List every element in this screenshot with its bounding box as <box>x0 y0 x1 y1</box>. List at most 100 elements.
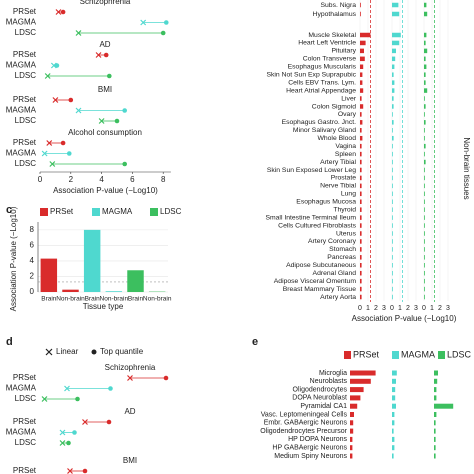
legend-label: LDSC <box>447 349 472 359</box>
bar <box>350 420 354 426</box>
y-tick-label: 2 <box>30 272 35 281</box>
bar <box>360 215 362 220</box>
bar <box>392 135 394 141</box>
row-label: Thyroid <box>333 206 356 213</box>
bar <box>392 395 396 401</box>
bar <box>392 270 393 276</box>
row-label: MAGMA <box>6 428 37 437</box>
bar <box>360 247 362 252</box>
bar <box>392 412 395 417</box>
row-label: Minor Salivary Gland <box>293 127 356 134</box>
row-label: DOPA Neuroblast <box>292 395 347 402</box>
row-label: Lung <box>341 191 356 198</box>
bar <box>424 278 425 284</box>
legend-label: MAGMA <box>401 349 435 359</box>
bar <box>127 270 144 292</box>
y-tick-label: 0 <box>30 287 35 296</box>
legend-label: Top quantile <box>100 347 144 356</box>
bar <box>424 2 427 8</box>
y-tick-label: 4 <box>30 256 35 265</box>
top-point <box>163 375 169 381</box>
linear-point <box>140 19 147 26</box>
bar <box>360 223 362 228</box>
top-point <box>108 386 113 391</box>
row-label: PRSet <box>13 373 37 382</box>
legend-swatch <box>40 208 48 216</box>
bar <box>350 370 376 376</box>
legend-marker <box>91 349 97 355</box>
x-tick-label: 6 <box>130 175 135 184</box>
bar <box>392 436 395 442</box>
linear-point <box>75 30 82 36</box>
group-label: BMI <box>98 85 112 94</box>
x-tick-label: 8 <box>161 175 166 184</box>
row-label: Skin Not Sun Exp Suprapubic <box>266 71 356 78</box>
x-tick-label: Brain <box>128 296 144 303</box>
row-label: Heart Left Ventricle <box>298 40 356 47</box>
linear-point <box>59 440 66 446</box>
row-label: Adipose Subcutaneous <box>286 262 357 269</box>
x-tick-label: 2 <box>406 305 410 312</box>
row-label: Adrenal Gland <box>313 270 357 277</box>
bar <box>392 428 394 434</box>
row-label: Cells Cultured Fibroblasts <box>278 222 356 229</box>
bar <box>424 64 427 70</box>
row-label: Subs. Nigra <box>320 2 356 9</box>
top-point <box>114 118 120 124</box>
bar <box>392 96 394 101</box>
group-label: Alcohol consumption <box>68 128 142 137</box>
row-label: MAGMA <box>6 106 37 115</box>
bar <box>360 239 362 244</box>
legend-swatch <box>392 351 399 359</box>
x-tick-label: Non-brain <box>100 296 129 303</box>
bar <box>424 159 426 165</box>
legend-label: MAGMA <box>102 207 133 216</box>
bar <box>360 88 364 93</box>
bar <box>424 215 425 220</box>
bar <box>360 40 366 46</box>
legend-swatch <box>150 208 158 216</box>
row-label: Nerve Tibial <box>320 183 356 190</box>
bar <box>360 112 362 117</box>
bar <box>360 263 362 268</box>
x-tick-label: 1 <box>366 305 370 312</box>
row-label: Microglia <box>319 370 347 377</box>
bar <box>360 286 362 292</box>
bar <box>360 64 364 70</box>
row-label: PRSet <box>13 95 37 104</box>
bar <box>392 255 393 260</box>
row-label: LDSC <box>15 438 37 447</box>
bar <box>424 143 426 149</box>
bar <box>392 88 395 93</box>
bar <box>434 378 438 384</box>
bar <box>424 135 425 141</box>
row-label: Vagina <box>335 143 356 150</box>
bar <box>360 175 362 181</box>
bar <box>350 412 354 417</box>
bar <box>392 199 393 204</box>
panel-letter: e <box>252 336 258 348</box>
legend-marker <box>45 348 53 356</box>
bar <box>434 445 436 451</box>
row-label: Pituitary <box>331 48 356 55</box>
bar <box>392 104 394 109</box>
y-tick-label: 6 <box>30 241 35 250</box>
top-point <box>106 419 112 425</box>
side-label: Non-brain tissues <box>462 137 471 199</box>
bar <box>424 128 425 133</box>
row-label: Oligodendrocytes Precursor <box>260 428 347 435</box>
bar <box>424 207 425 212</box>
bar <box>360 2 361 8</box>
row-label: PRSet <box>13 7 37 16</box>
bar <box>424 270 425 276</box>
bar <box>424 191 425 197</box>
x-tick-label: 1 <box>430 305 434 312</box>
bar <box>392 159 393 165</box>
row-label: PRSet <box>13 138 37 147</box>
row-label: Muscle Skeletal <box>308 32 356 39</box>
group-label: Schizophrenia <box>80 0 131 6</box>
linear-point <box>49 161 56 167</box>
bar <box>392 263 393 268</box>
bar <box>360 207 362 212</box>
